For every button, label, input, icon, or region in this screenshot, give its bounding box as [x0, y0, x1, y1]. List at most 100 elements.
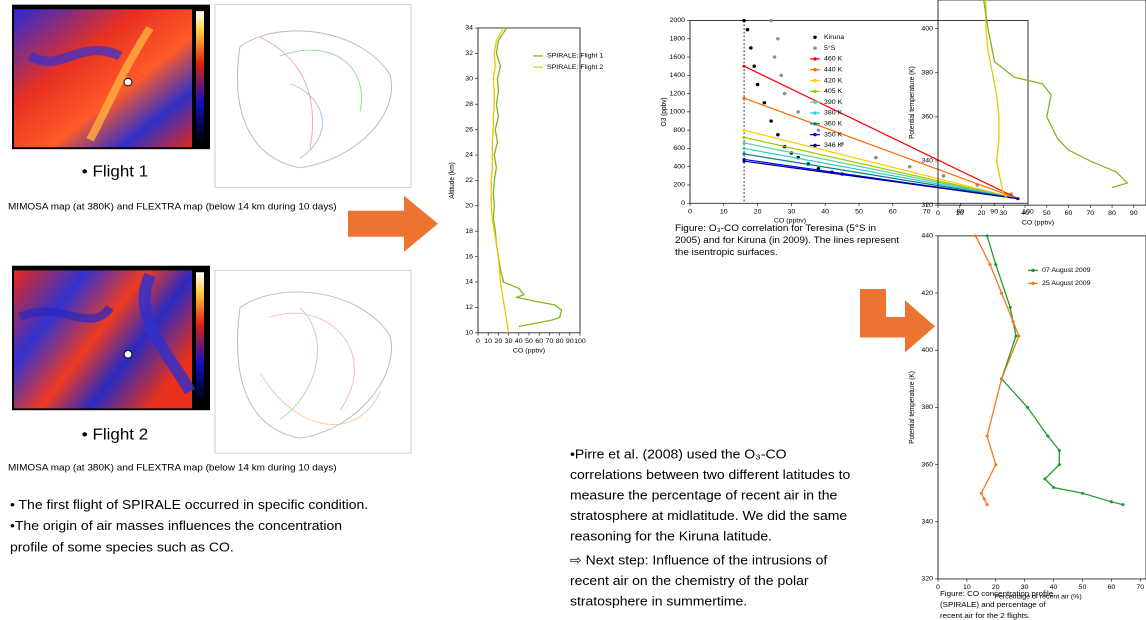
legend-marker	[813, 35, 817, 39]
legend-marker	[813, 78, 817, 83]
legend-marker	[813, 68, 817, 72]
data-point	[742, 146, 746, 150]
discussion-line: stratosphere at midlatitude. We did the …	[570, 508, 847, 522]
y-tick-label: 32	[465, 50, 473, 57]
series-line	[744, 160, 1018, 200]
mimosa-map-1	[12, 4, 210, 150]
data-point	[985, 503, 989, 507]
data-point	[985, 234, 989, 238]
legend-label: 390 K	[824, 99, 843, 106]
legend-label: SPIRALE: Flight 2	[547, 64, 604, 71]
x-tick-label: 90	[990, 209, 998, 216]
data-point	[1008, 305, 1012, 309]
x-tick-label: 0	[936, 584, 940, 591]
data-point	[1046, 434, 1050, 438]
arrow-right	[348, 195, 438, 252]
x-tick-label: 60	[889, 209, 897, 216]
data-point	[1109, 500, 1113, 504]
x-tick-label: 60	[535, 338, 543, 345]
series-line	[743, 65, 1019, 200]
legend-label: 440 K	[824, 67, 843, 74]
y-axis-title: Potential temperature (K)	[909, 371, 916, 444]
data-point	[999, 377, 1004, 381]
data-point	[742, 159, 746, 163]
x-tick-label: 0	[688, 209, 692, 216]
y-tick-label: 400	[921, 347, 933, 354]
discussion-line: reasoning for the Kiruna latitude.	[570, 529, 772, 543]
y-tick-label: 10	[465, 330, 473, 337]
x-tick-label: 10	[720, 209, 728, 216]
y-tick-label: 320	[921, 576, 933, 583]
data-point	[1014, 334, 1018, 338]
y-tick-label: 24	[465, 152, 473, 159]
x-tick-label: 50	[855, 209, 863, 216]
data-point	[979, 491, 983, 495]
data-point	[988, 262, 992, 266]
x-tick-label: 30	[505, 338, 513, 345]
plot-frame	[937, 0, 1146, 206]
y-tick-label: 800	[673, 127, 685, 134]
figure-caption: 2005) and for Kiruna (in 2009). The line…	[675, 235, 899, 246]
chart: 0 10 20 30 40 50 60 70 80 90 320 340 360 380 400 CO (pp…	[909, 0, 1146, 226]
y-tick-label: 16	[465, 254, 473, 261]
x-tick-label: 70	[1086, 210, 1094, 217]
y-tick-label: 420	[921, 290, 933, 297]
data-point	[745, 27, 750, 32]
y-tick-label: 1600	[669, 54, 685, 61]
x-tick-label: 30	[788, 209, 796, 216]
data-point	[874, 155, 878, 160]
data-point	[762, 101, 767, 105]
data-point	[742, 141, 746, 145]
discussion-line: measure the percentage of recent air in …	[570, 488, 837, 502]
legend-label: 346 K	[824, 142, 843, 149]
arrow-down-right	[860, 289, 935, 353]
data-point	[779, 73, 784, 78]
data-point	[1051, 485, 1056, 489]
data-point	[782, 91, 787, 96]
legend-marker	[813, 111, 817, 115]
data-point	[1025, 405, 1030, 409]
x-tick-label: 50	[525, 338, 533, 345]
y-tick-label: 360	[921, 114, 933, 121]
legend-marker	[813, 57, 817, 61]
data-point	[1017, 334, 1021, 338]
y-tick-label: 320	[921, 202, 933, 209]
y-tick-label: 1000	[669, 109, 685, 116]
x-tick-label: 60	[1107, 584, 1115, 591]
data-point	[742, 152, 746, 156]
legend-label: 420 K	[824, 77, 843, 84]
y-tick-label: 380	[921, 70, 933, 77]
data-point	[973, 234, 978, 238]
data-point	[1043, 477, 1047, 481]
flight-label: • Flight 2	[82, 426, 148, 443]
y-tick-label: 380	[921, 404, 933, 411]
y-tick-label: 34	[465, 25, 473, 32]
x-tick-label: 80	[556, 338, 564, 345]
x-tick-label: 100	[574, 338, 586, 345]
legend-marker	[1031, 281, 1035, 286]
x-tick-label: 0	[476, 338, 480, 345]
data-point	[776, 37, 780, 41]
y-tick-label: 2000	[669, 17, 685, 24]
x-tick-label: 10	[963, 584, 971, 591]
note: • The first flight of SPIRALE occurred i…	[10, 497, 368, 511]
chart: 0 10 20 30 40 50 60 70 320 340 360 380 400 420 440 Perc…	[909, 233, 1146, 620]
legend-marker	[813, 46, 817, 50]
x-tick-label: 30	[999, 210, 1007, 217]
x-tick-label: 40	[821, 209, 829, 216]
series-line	[490, 27, 510, 333]
legend-marker	[813, 143, 817, 148]
series-line	[743, 136, 1019, 200]
data-point	[742, 135, 746, 139]
x-tick-label: 90	[1130, 210, 1138, 217]
y-tick-label: 400	[921, 26, 933, 33]
y-tick-label: 400	[673, 164, 685, 171]
figure-caption: (SPIRALE) and percentage of	[940, 600, 1047, 609]
data-point	[994, 262, 998, 266]
data-point	[742, 96, 746, 100]
x-tick-label: 70	[546, 338, 554, 345]
x-axis-title: CO (ppbv)	[774, 218, 806, 225]
data-point	[742, 64, 746, 68]
flight-label: • Flight 1	[82, 163, 148, 180]
